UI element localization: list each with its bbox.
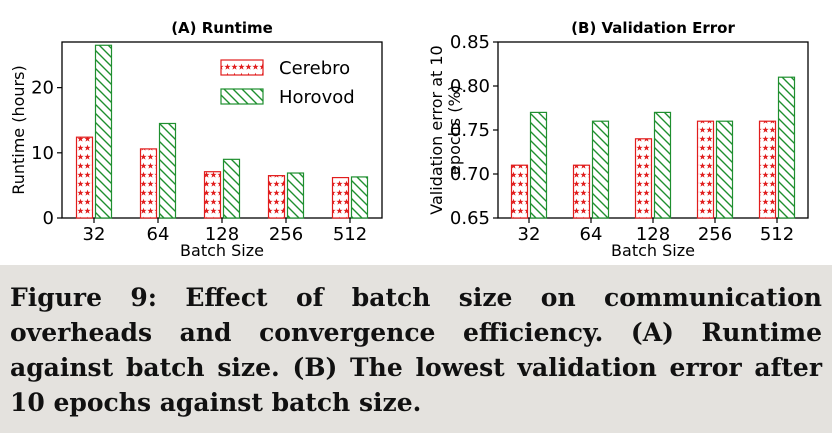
x-axis-label: Batch Size xyxy=(611,241,695,260)
bar-horovod-32 xyxy=(529,111,548,219)
bar-horovod-128 xyxy=(653,111,672,219)
y-tick-label: 10 xyxy=(31,143,54,164)
bar-horovod-64 xyxy=(158,122,177,219)
bar-horovod-256 xyxy=(286,172,305,219)
bar-cerebro-128 xyxy=(634,138,653,219)
bar-cerebro-128 xyxy=(203,171,222,219)
bar-cerebro-64 xyxy=(139,148,158,219)
bar-cerebro-512 xyxy=(331,176,350,219)
bar-horovod-32 xyxy=(94,44,113,219)
x-tick-label: 256 xyxy=(269,224,303,245)
bar-cerebro-32 xyxy=(75,136,94,219)
bar-cerebro-32 xyxy=(510,164,529,219)
bar-horovod-256 xyxy=(715,120,734,219)
figure-caption: Figure 9: Effect of batch size on commun… xyxy=(10,283,822,417)
x-tick-label: 64 xyxy=(147,224,170,245)
y-tick-label: 0.85 xyxy=(450,32,490,53)
x-tick-label: 32 xyxy=(83,224,106,245)
legend-swatch-horovod xyxy=(220,88,264,105)
chart-title: (B) Validation Error xyxy=(571,19,735,37)
x-tick-label: 512 xyxy=(333,224,367,245)
y-tick-label: 0.65 xyxy=(450,208,490,229)
legend: Cerebro Horovod xyxy=(220,58,355,108)
legend-label-cerebro: Cerebro xyxy=(279,58,350,79)
x-tick-label: 64 xyxy=(580,224,603,245)
x-tick-label: 128 xyxy=(205,224,239,245)
y-tick-label: 0.80 xyxy=(450,76,490,97)
legend-label-horovod: Horovod xyxy=(279,87,355,108)
x-tick-label: 128 xyxy=(636,224,670,245)
y-axis-label: epochs (%) xyxy=(445,85,464,175)
bar-cerebro-256 xyxy=(696,120,715,219)
bar-horovod-128 xyxy=(222,158,241,219)
bar-cerebro-64 xyxy=(572,164,591,219)
y-axis-label: Validation error at 10 xyxy=(427,45,446,214)
chart-title: (A) Runtime xyxy=(171,19,273,37)
x-tick-label: 32 xyxy=(518,224,541,245)
y-tick-label: 20 xyxy=(31,78,54,99)
y-axis-label: Runtime (hours) xyxy=(9,65,28,194)
x-tick-label: 512 xyxy=(760,224,794,245)
validation-error-chart: (B) Validation Error 0.65 0.70 0.75 0.80 0.85… xyxy=(426,0,832,265)
x-tick-label: 256 xyxy=(698,224,732,245)
legend-swatch-cerebro xyxy=(220,59,264,76)
bar-cerebro-512 xyxy=(758,120,777,219)
y-tick-label: 0.75 xyxy=(450,120,490,141)
x-axis-label: Batch Size xyxy=(180,241,264,260)
bar-horovod-512 xyxy=(777,76,796,219)
y-tick-label: 0 xyxy=(43,208,54,229)
y-tick-label: 0.70 xyxy=(450,164,490,185)
bar-cerebro-256 xyxy=(267,175,286,219)
bar-horovod-512 xyxy=(350,176,369,219)
bar-horovod-64 xyxy=(591,120,610,219)
runtime-chart: (A) Runtime 0 10 20 32 64 128 256 512 Batch Size R… xyxy=(0,0,426,265)
